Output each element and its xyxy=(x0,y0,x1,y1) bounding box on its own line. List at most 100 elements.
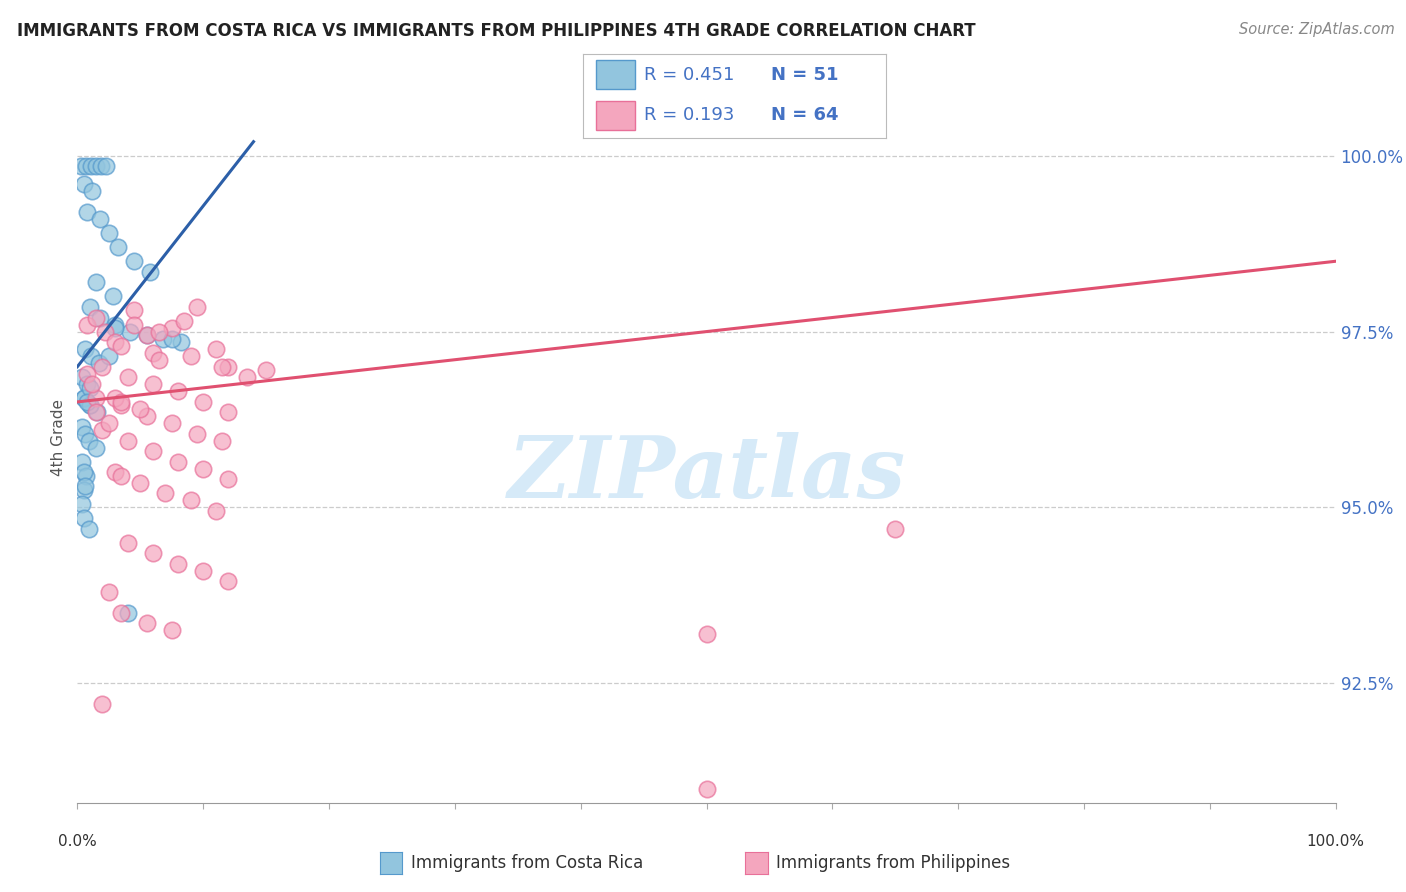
Point xyxy=(191,461,215,475)
Point xyxy=(76,377,98,392)
Point xyxy=(167,455,190,469)
Point xyxy=(76,367,98,381)
Point xyxy=(91,698,114,712)
Point xyxy=(76,318,98,332)
Point xyxy=(76,205,98,219)
Point xyxy=(129,475,152,490)
Point xyxy=(110,468,132,483)
Point xyxy=(79,399,101,413)
Point xyxy=(120,325,142,339)
Point xyxy=(84,159,107,173)
Y-axis label: 4th Grade: 4th Grade xyxy=(51,399,66,475)
Point xyxy=(76,395,98,409)
Point xyxy=(186,300,208,314)
Point xyxy=(696,627,718,641)
Point xyxy=(94,325,117,339)
Text: N = 51: N = 51 xyxy=(770,66,838,84)
Point xyxy=(90,159,112,173)
Point xyxy=(77,521,100,535)
Point xyxy=(107,240,129,254)
Point xyxy=(169,335,191,350)
Point xyxy=(96,159,118,173)
Point xyxy=(122,303,145,318)
Point xyxy=(160,416,183,430)
Point xyxy=(104,392,127,406)
Point xyxy=(191,395,215,409)
Point xyxy=(73,342,96,356)
Point xyxy=(122,318,145,332)
Text: N = 64: N = 64 xyxy=(770,106,838,124)
Point xyxy=(72,177,94,191)
Point xyxy=(122,254,145,268)
Point xyxy=(217,472,239,486)
Point xyxy=(152,332,174,346)
Point xyxy=(72,370,94,384)
Point xyxy=(142,345,165,359)
Point xyxy=(167,557,190,571)
Point xyxy=(110,339,132,353)
Point xyxy=(84,276,107,290)
Point xyxy=(173,314,195,328)
Point xyxy=(211,434,233,448)
Point xyxy=(155,486,177,500)
Point xyxy=(75,159,97,173)
Point xyxy=(135,328,157,343)
Point xyxy=(72,465,94,479)
Point xyxy=(180,493,202,508)
Point xyxy=(79,381,101,395)
Point xyxy=(72,392,94,406)
Point xyxy=(135,616,157,631)
Point xyxy=(129,401,152,416)
Point xyxy=(82,184,104,198)
Point xyxy=(91,359,114,374)
Point xyxy=(72,419,94,434)
Text: R = 0.193: R = 0.193 xyxy=(644,106,734,124)
Point xyxy=(211,359,233,374)
Point xyxy=(110,395,132,409)
Point xyxy=(117,434,139,448)
Point xyxy=(217,359,239,374)
Point xyxy=(72,483,94,497)
Point xyxy=(87,356,110,370)
Text: IMMIGRANTS FROM COSTA RICA VS IMMIGRANTS FROM PHILIPPINES 4TH GRADE CORRELATION : IMMIGRANTS FROM COSTA RICA VS IMMIGRANTS… xyxy=(17,22,976,40)
Point xyxy=(82,377,104,392)
Point xyxy=(110,606,132,620)
Point xyxy=(142,444,165,458)
Point xyxy=(236,370,259,384)
Point xyxy=(72,511,94,525)
Point xyxy=(80,159,103,173)
Point xyxy=(110,399,132,413)
Point xyxy=(167,384,190,399)
Point xyxy=(97,349,120,363)
Point xyxy=(217,574,239,589)
Point xyxy=(84,310,107,325)
Point xyxy=(72,497,94,511)
Point xyxy=(117,535,139,549)
Point xyxy=(72,455,94,469)
Point xyxy=(117,370,139,384)
Point xyxy=(142,377,165,392)
Point xyxy=(148,352,170,367)
Point xyxy=(104,318,127,332)
Point xyxy=(135,409,157,423)
Point xyxy=(79,300,101,314)
Text: 100.0%: 100.0% xyxy=(1306,834,1365,849)
Point xyxy=(97,226,120,240)
Text: ZIPatlas: ZIPatlas xyxy=(508,432,905,516)
Point xyxy=(84,392,107,406)
Text: Immigrants from Costa Rica: Immigrants from Costa Rica xyxy=(411,855,643,872)
Point xyxy=(254,363,277,377)
Point xyxy=(77,434,100,448)
Point xyxy=(91,423,114,437)
Point xyxy=(204,504,226,518)
Point xyxy=(104,335,127,350)
Point xyxy=(142,546,165,560)
Point xyxy=(104,321,127,335)
Point xyxy=(117,606,139,620)
Point xyxy=(160,321,183,335)
Point xyxy=(80,349,103,363)
Point xyxy=(97,416,120,430)
Point xyxy=(97,584,120,599)
Text: Immigrants from Philippines: Immigrants from Philippines xyxy=(776,855,1011,872)
Text: 0.0%: 0.0% xyxy=(58,834,97,849)
